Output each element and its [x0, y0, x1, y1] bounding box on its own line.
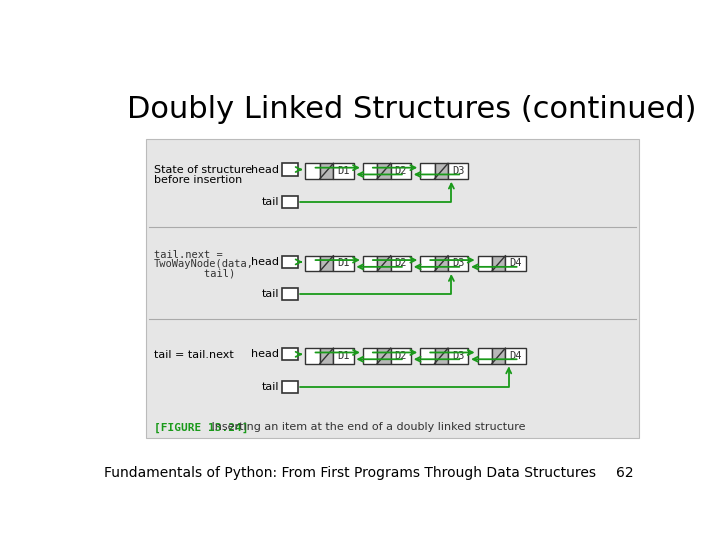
Bar	[363, 256, 377, 271]
Bar	[282, 348, 297, 361]
Bar	[435, 164, 448, 179]
Bar	[145, 139, 639, 438]
Bar	[320, 256, 333, 271]
Text: D1: D1	[337, 351, 350, 361]
Bar	[492, 348, 505, 363]
Text: tail: tail	[261, 197, 279, 207]
Bar	[391, 348, 411, 363]
Bar	[282, 381, 297, 393]
Text: head: head	[251, 349, 279, 359]
Text: D3: D3	[452, 166, 464, 176]
Text: D4: D4	[509, 351, 522, 361]
Bar	[435, 256, 448, 271]
Text: tail: tail	[261, 382, 279, 392]
Bar	[448, 256, 468, 271]
Text: D3: D3	[452, 351, 464, 361]
Text: D3: D3	[452, 259, 464, 268]
Bar	[282, 288, 297, 300]
Bar	[477, 256, 492, 271]
Bar	[305, 164, 320, 179]
Text: Doubly Linked Structures (continued): Doubly Linked Structures (continued)	[127, 95, 697, 124]
Text: D1: D1	[337, 259, 350, 268]
Bar	[377, 348, 391, 363]
Text: tail = tail.next: tail = tail.next	[153, 350, 233, 360]
Bar	[391, 256, 411, 271]
Text: D1: D1	[337, 166, 350, 176]
Text: [FIGURE 13.24]: [FIGURE 13.24]	[153, 422, 248, 433]
Bar	[320, 348, 333, 363]
Bar	[420, 256, 435, 271]
Bar	[363, 348, 377, 363]
Text: tail: tail	[261, 289, 279, 299]
Bar	[377, 164, 391, 179]
Text: tail.next =: tail.next =	[153, 249, 222, 260]
Text: Fundamentals of Python: From First Programs Through Data Structures: Fundamentals of Python: From First Progr…	[104, 466, 596, 480]
Text: D4: D4	[509, 259, 522, 268]
Text: head: head	[251, 165, 279, 174]
Text: head: head	[251, 257, 279, 267]
Bar	[505, 256, 526, 271]
Bar	[282, 164, 297, 176]
Bar	[377, 256, 391, 271]
Bar	[282, 195, 297, 208]
Bar	[391, 164, 411, 179]
Bar	[420, 348, 435, 363]
Text: TwoWayNode(data,: TwoWayNode(data,	[153, 259, 253, 269]
Bar	[320, 164, 333, 179]
Bar	[363, 164, 377, 179]
Bar	[505, 348, 526, 363]
Bar	[333, 164, 354, 179]
Text: before insertion: before insertion	[153, 175, 242, 185]
Bar	[435, 348, 448, 363]
Bar	[477, 348, 492, 363]
Bar	[420, 164, 435, 179]
Text: D2: D2	[395, 166, 407, 176]
Text: tail): tail)	[153, 268, 235, 278]
Bar	[282, 256, 297, 268]
Text: 62: 62	[616, 466, 634, 480]
Bar	[305, 256, 320, 271]
Text: Inserting an item at the end of a doubly linked structure: Inserting an item at the end of a doubly…	[208, 422, 526, 433]
Bar	[448, 164, 468, 179]
Bar	[333, 256, 354, 271]
Bar	[492, 256, 505, 271]
Bar	[333, 348, 354, 363]
Text: D2: D2	[395, 351, 407, 361]
Text: State of structure: State of structure	[153, 165, 252, 175]
Text: D2: D2	[395, 259, 407, 268]
Bar	[305, 348, 320, 363]
Bar	[448, 348, 468, 363]
